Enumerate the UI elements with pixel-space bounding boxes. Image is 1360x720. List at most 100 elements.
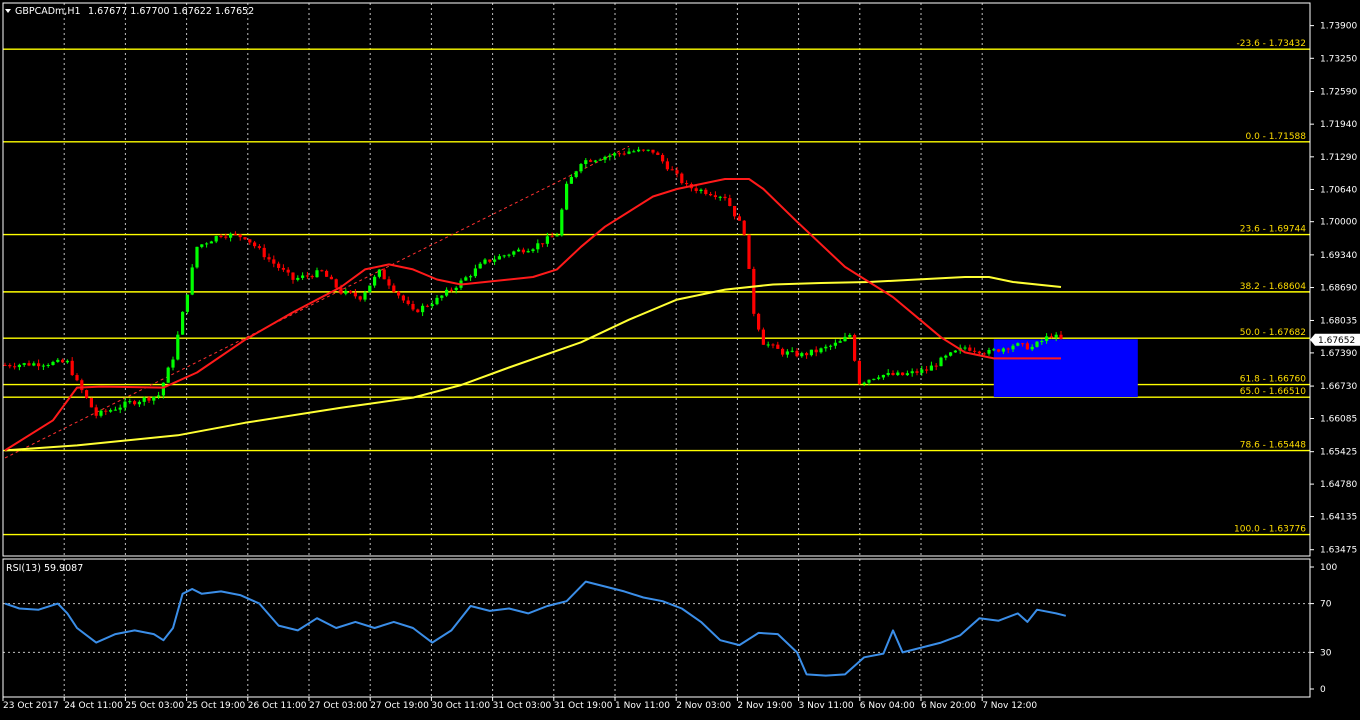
candle-body (133, 401, 137, 405)
candle-body (344, 290, 348, 294)
price-axis-layer: 1.73900 1.73250 1.72590 1.71940 1.71290 1.706… (1310, 22, 1360, 556)
candle-body (886, 372, 890, 375)
fib-level-label: 61.8 - 1.66760 (1240, 375, 1306, 385)
candle-body (829, 345, 833, 347)
candle-body (493, 259, 497, 262)
candle-body (329, 276, 333, 280)
candle-body (257, 246, 261, 248)
time-tick-label: 6 Nov 20:00 (921, 701, 976, 711)
candle-body (200, 244, 204, 247)
candle-body (656, 152, 660, 155)
candle-body (507, 254, 511, 256)
candle-body (665, 161, 669, 170)
time-tick-label: 30 Oct 11:00 (431, 701, 490, 711)
candle-body (3, 364, 7, 366)
candle-body (641, 149, 645, 151)
price-tick-label: 1.73250 (1320, 54, 1357, 64)
candle-body (651, 149, 655, 153)
candle-body (339, 287, 343, 294)
candle-body (85, 390, 89, 398)
candle-body (531, 249, 535, 252)
candle-body (128, 401, 132, 403)
candle-body (934, 365, 938, 367)
candle-body (267, 257, 271, 260)
candle-body (421, 305, 425, 313)
rsi-layer: 100 70 30 0 RSI(13) 59.9087 (3, 563, 1337, 695)
price-tick-label: 1.63475 (1320, 546, 1357, 556)
ma-slow-line[interactable] (4, 276, 1062, 452)
candle-body (737, 216, 741, 221)
candle-body (661, 154, 665, 162)
rsi-tick-label: 0 (1320, 685, 1326, 695)
candle-body (214, 236, 218, 242)
candle-body (190, 267, 194, 295)
candle-body (939, 357, 943, 367)
candle-body (89, 397, 93, 408)
candle-body (713, 195, 717, 198)
candle-body (401, 295, 405, 301)
candle-body (32, 363, 36, 366)
target-zone-box[interactable] (993, 339, 1138, 398)
candle-body (920, 369, 924, 373)
candle-body (809, 349, 813, 356)
candle-body (238, 234, 242, 238)
candle-body (867, 379, 871, 383)
triangle-down-icon[interactable] (5, 9, 11, 13)
fib-level-label: 78.6 - 1.65448 (1240, 441, 1306, 451)
time-tick-label: 23 Oct 2017 (3, 701, 59, 711)
candle-body (478, 263, 482, 269)
candle-body (944, 355, 948, 358)
candle-body (157, 395, 161, 397)
candle-body (584, 160, 588, 165)
candles-layer (3, 146, 1063, 419)
candle-body (46, 364, 50, 366)
candle-body (560, 209, 564, 236)
candle-body (929, 365, 933, 371)
candle-body (1030, 346, 1034, 350)
main-panel-frame (2, 2, 1311, 557)
candle-body (27, 363, 31, 366)
candle-body (925, 369, 929, 371)
candle-body (411, 303, 415, 310)
time-tick-label: 25 Oct 03:00 (125, 701, 184, 711)
candle-body (325, 270, 329, 277)
time-tick-label: 25 Oct 19:00 (187, 701, 246, 711)
candle-body (425, 305, 429, 307)
candle-body (910, 371, 914, 374)
candle-body (857, 360, 861, 385)
candle-body (118, 407, 122, 410)
candle-body (147, 397, 151, 401)
fib-level-label: 38.2 - 1.68604 (1240, 282, 1306, 292)
candle-body (387, 279, 391, 286)
candle-body (766, 344, 770, 346)
rsi-panel-frame (2, 558, 1311, 698)
candle-body (776, 344, 780, 349)
candle-body (430, 304, 434, 306)
candle-body (277, 263, 281, 268)
candle-body (483, 259, 487, 264)
candle-body (905, 373, 909, 376)
candle-body (488, 259, 492, 262)
candle-body (473, 268, 477, 277)
time-tick-label: 27 Oct 19:00 (370, 701, 429, 711)
candle-body (838, 341, 842, 343)
target-zone-layer (993, 339, 1138, 398)
time-tick-label: 6 Nov 04:00 (860, 701, 915, 711)
price-tick-label: 1.72590 (1320, 87, 1357, 97)
candle-body (65, 360, 69, 363)
fib-trend-line[interactable] (4, 145, 630, 459)
ma-fast-line[interactable] (4, 178, 1061, 452)
candle-body (1059, 334, 1063, 339)
fib-level-label: 23.6 - 1.69744 (1240, 225, 1306, 235)
rsi-line[interactable] (4, 580, 1067, 677)
candle-body (877, 377, 881, 379)
time-tick-label: 31 Oct 03:00 (493, 701, 552, 711)
candle-body (56, 359, 60, 362)
candle-body (555, 235, 559, 237)
candle-body (901, 372, 905, 376)
candle-body (497, 256, 501, 260)
price-tick-label: 1.68035 (1320, 316, 1357, 326)
candle-body (406, 300, 410, 304)
